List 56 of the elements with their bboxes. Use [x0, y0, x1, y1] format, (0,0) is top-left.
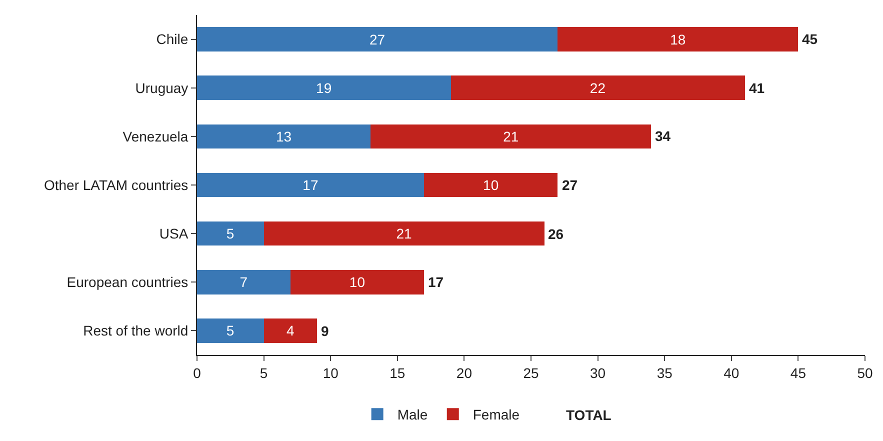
x-tick-label: 20	[456, 364, 472, 381]
bar	[197, 27, 558, 52]
x-tick-label: 30	[590, 364, 606, 381]
y-tick-label: Other LATAM countries	[44, 176, 188, 193]
total-label: 9	[321, 323, 329, 339]
bar	[558, 27, 798, 52]
data-label: 7	[240, 274, 248, 290]
bar	[264, 318, 318, 343]
y-tick-label: Venezuela	[122, 128, 188, 144]
data-label: 18	[670, 31, 686, 48]
legend-label: Male	[397, 406, 428, 423]
total-label: 45	[802, 31, 818, 47]
bar	[197, 76, 451, 100]
total-label: 17	[428, 274, 444, 290]
bar	[424, 172, 558, 198]
x-tick-label: 50	[857, 364, 873, 381]
data-label: 17	[302, 177, 318, 193]
data-label: 13	[276, 128, 292, 144]
bar	[450, 76, 745, 100]
bar	[197, 221, 264, 246]
y-tick-label: USA	[159, 225, 189, 242]
x-tick-label: 45	[790, 364, 806, 381]
data-label: 4	[286, 322, 295, 339]
data-label: 10	[483, 177, 499, 193]
bar	[197, 124, 371, 149]
x-tick-label: 5	[260, 364, 268, 381]
data-label: 22	[590, 80, 606, 96]
y-tick-label: European countries	[66, 274, 188, 290]
bar	[264, 221, 544, 246]
total-label: 26	[548, 226, 564, 242]
text: TOTAL	[566, 407, 612, 423]
bar	[197, 172, 424, 198]
bar	[197, 270, 291, 294]
data-label: 21	[396, 226, 412, 242]
y-tick-label: Uruguay	[135, 80, 188, 96]
x-tick-label: 10	[322, 364, 339, 381]
total-label: 41	[749, 80, 765, 96]
bar	[290, 270, 424, 294]
x-tick-label: 35	[656, 364, 673, 381]
x-tick-label: 0	[193, 364, 202, 381]
x-tick-label: 15	[390, 364, 406, 381]
total-label: 27	[562, 177, 578, 193]
data-label: 5	[226, 226, 234, 242]
bar	[370, 124, 652, 149]
y-tick-label: Chile	[156, 31, 188, 48]
bar	[197, 318, 264, 343]
data-label: 19	[316, 80, 332, 96]
legend-label: Female	[472, 406, 520, 423]
data-label: 5	[226, 322, 234, 339]
x-tick-label: 25	[523, 364, 539, 381]
data-label: 10	[349, 274, 366, 290]
data-label: 21	[503, 128, 519, 144]
x-tick-label: 40	[724, 364, 740, 381]
total-label: 34	[655, 128, 671, 144]
data-label: 27	[369, 31, 386, 48]
y-tick-label: Rest of the world	[83, 322, 188, 339]
